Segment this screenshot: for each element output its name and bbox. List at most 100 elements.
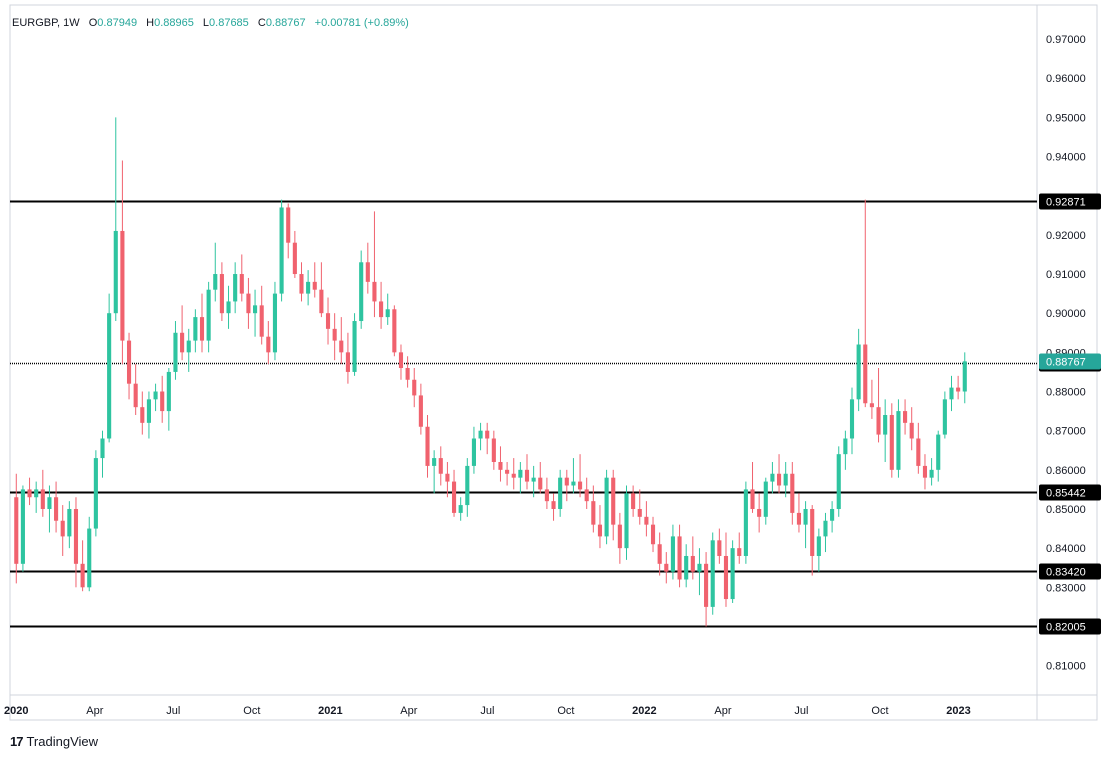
candle[interactable] xyxy=(531,465,536,498)
candle[interactable] xyxy=(14,473,19,584)
candle[interactable] xyxy=(199,293,205,353)
candle[interactable] xyxy=(226,285,231,329)
candle[interactable] xyxy=(34,481,39,513)
candle[interactable] xyxy=(40,469,45,517)
candle[interactable] xyxy=(140,391,145,435)
candle[interactable] xyxy=(790,461,795,525)
candle[interactable] xyxy=(246,277,251,329)
candle[interactable] xyxy=(80,540,85,592)
candle[interactable] xyxy=(193,309,198,353)
candle[interactable] xyxy=(843,430,848,470)
candle[interactable] xyxy=(266,321,271,365)
candle[interactable] xyxy=(471,426,476,474)
candle[interactable] xyxy=(571,458,576,494)
candle[interactable] xyxy=(783,461,788,498)
candle[interactable] xyxy=(916,422,921,474)
candle[interactable] xyxy=(485,422,490,455)
candle[interactable] xyxy=(345,332,350,384)
candle[interactable] xyxy=(743,481,748,564)
candle[interactable] xyxy=(299,262,304,302)
candle[interactable] xyxy=(863,199,868,408)
candle[interactable] xyxy=(239,254,244,302)
candle[interactable] xyxy=(286,203,291,259)
candle[interactable] xyxy=(412,368,417,408)
candle[interactable] xyxy=(704,552,709,627)
candle[interactable] xyxy=(365,242,370,294)
candle[interactable] xyxy=(233,262,238,314)
candle[interactable] xyxy=(823,512,828,553)
candle[interactable] xyxy=(670,524,675,580)
candle[interactable] xyxy=(385,293,390,325)
candle[interactable] xyxy=(60,505,65,556)
candle[interactable] xyxy=(458,497,463,521)
candle[interactable] xyxy=(776,454,782,494)
candle[interactable] xyxy=(120,160,125,365)
candle[interactable] xyxy=(637,489,642,525)
candle[interactable] xyxy=(180,305,185,361)
candle[interactable] xyxy=(27,477,32,506)
candle[interactable] xyxy=(339,317,344,365)
candle[interactable] xyxy=(279,199,284,302)
candle[interactable] xyxy=(544,477,549,509)
candle[interactable] xyxy=(405,356,410,388)
candle[interactable] xyxy=(697,548,702,596)
candle[interactable] xyxy=(392,305,397,357)
candle[interactable] xyxy=(650,516,656,553)
tradingview-branding[interactable]: 17 TradingView xyxy=(10,734,98,749)
candle[interactable] xyxy=(956,375,961,400)
candle[interactable] xyxy=(505,461,510,486)
candle[interactable] xyxy=(684,544,689,588)
candle[interactable] xyxy=(597,505,603,549)
candle[interactable] xyxy=(710,532,715,615)
candle[interactable] xyxy=(67,501,72,549)
candle[interactable] xyxy=(631,485,636,517)
candle[interactable] xyxy=(160,375,165,423)
candle[interactable] xyxy=(47,485,52,533)
candle[interactable] xyxy=(498,446,503,482)
candle[interactable] xyxy=(737,532,742,564)
candle[interactable] xyxy=(87,516,92,592)
candle[interactable] xyxy=(359,250,364,329)
candle[interactable] xyxy=(219,262,224,322)
candle[interactable] xyxy=(644,501,649,537)
candle[interactable] xyxy=(564,469,569,502)
candle[interactable] xyxy=(478,422,483,451)
candle[interactable] xyxy=(398,344,404,380)
candle[interactable] xyxy=(54,481,59,533)
candle[interactable] xyxy=(624,485,629,560)
candle[interactable] xyxy=(578,454,583,498)
candle[interactable] xyxy=(604,469,609,545)
candle[interactable] xyxy=(418,383,423,435)
candle[interactable] xyxy=(922,454,928,490)
candle[interactable] xyxy=(107,293,112,443)
candle[interactable] xyxy=(936,430,941,482)
candle[interactable] xyxy=(810,505,815,576)
candle[interactable] xyxy=(962,352,967,404)
candle[interactable] xyxy=(816,528,821,572)
candle[interactable] xyxy=(551,493,556,521)
candle[interactable] xyxy=(730,540,735,603)
candle[interactable] xyxy=(617,512,622,564)
candle[interactable] xyxy=(723,532,729,607)
candle[interactable] xyxy=(332,313,337,361)
candle[interactable] xyxy=(372,211,377,318)
candle[interactable] xyxy=(750,461,755,513)
candle[interactable] xyxy=(206,281,211,353)
candle[interactable] xyxy=(20,485,25,572)
candle[interactable] xyxy=(173,321,178,380)
candle[interactable] xyxy=(763,477,768,525)
candle[interactable] xyxy=(518,461,523,494)
candle[interactable] xyxy=(803,501,808,549)
candle[interactable] xyxy=(929,458,934,486)
candle[interactable] xyxy=(325,297,331,345)
candle[interactable] xyxy=(352,313,357,376)
candle[interactable] xyxy=(690,536,695,580)
candle[interactable] xyxy=(770,461,775,494)
candle[interactable] xyxy=(949,375,954,412)
candle[interactable] xyxy=(869,379,874,419)
candle[interactable] xyxy=(126,332,132,400)
candle[interactable] xyxy=(425,415,430,478)
candle[interactable] xyxy=(491,430,496,470)
candle[interactable] xyxy=(153,383,158,412)
